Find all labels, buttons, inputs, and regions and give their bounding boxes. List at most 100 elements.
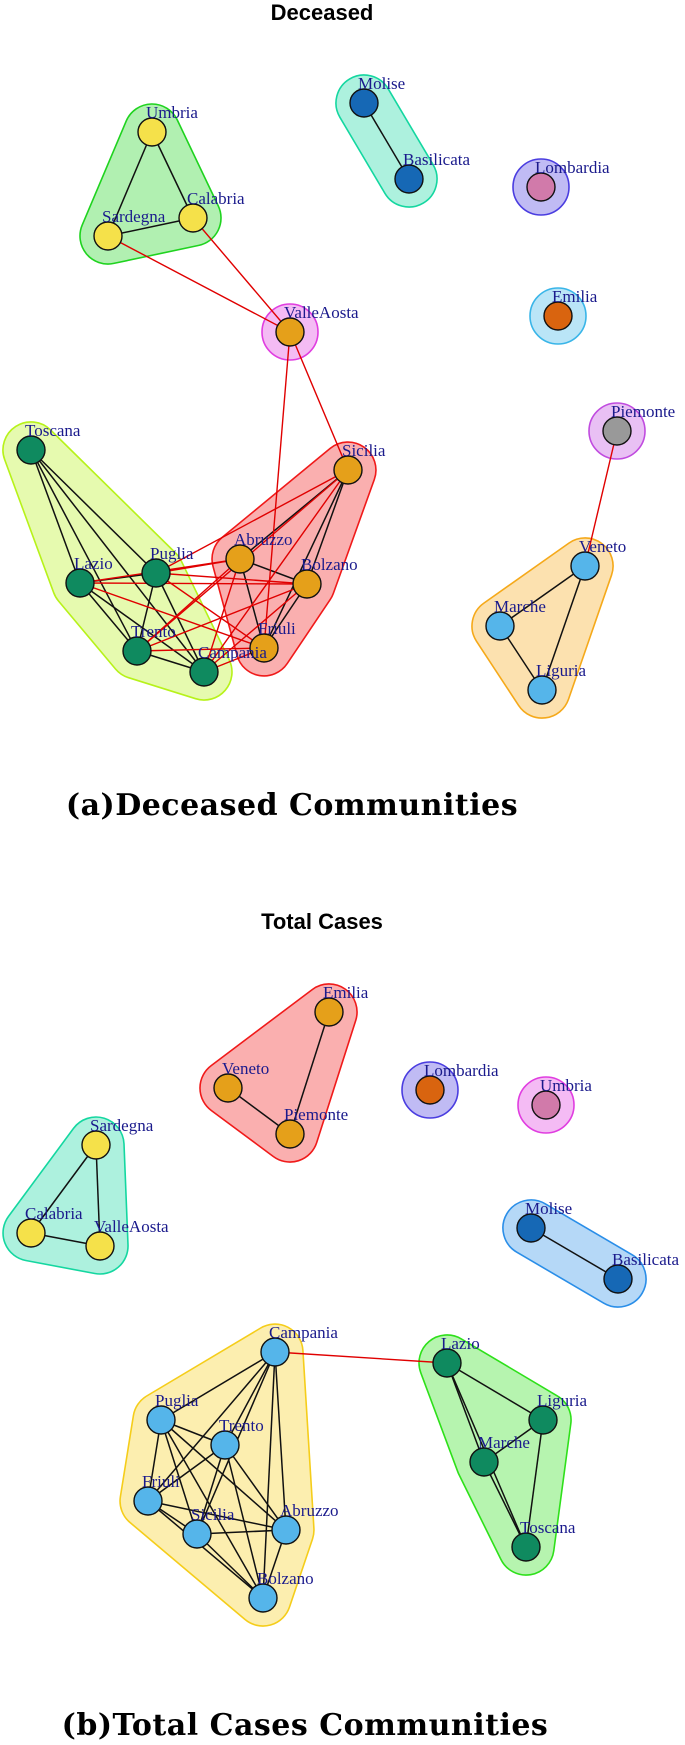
node-piemonte: Piemonte	[602, 402, 675, 446]
node-circle-piemonte	[602, 416, 632, 446]
node-label-valleaosta: ValleAosta	[94, 1217, 169, 1236]
node-label-sicilia: Sicilia	[191, 1505, 235, 1524]
node-lazio: Lazio	[65, 554, 113, 598]
node-trento: Trento	[210, 1416, 264, 1460]
node-molise: Molise	[516, 1199, 572, 1243]
node-molise: Molise	[349, 74, 405, 118]
panel-total-cases: Total Cases Emilia Veneto Lombardia Umbria P…	[2, 909, 679, 1743]
node-calabria: Calabria	[178, 189, 245, 233]
node-label-emilia: Emilia	[552, 287, 598, 306]
node-friuli: Friuli	[133, 1472, 180, 1516]
edge-trento-friuli	[147, 1444, 226, 1502]
node-basilicata: Basilicata	[394, 150, 470, 194]
node-circle-bolzano	[248, 1583, 278, 1613]
node-label-friuli: Friuli	[258, 619, 296, 638]
node-label-sardegna: Sardegna	[90, 1116, 154, 1135]
node-label-molise: Molise	[358, 74, 405, 93]
edge-campania-trento	[224, 1351, 276, 1446]
node-label-sicilia: Sicilia	[342, 441, 386, 460]
edge-campania-friuli	[147, 1351, 276, 1502]
edge-trento-sicilia	[196, 1444, 226, 1535]
node-label-abruzzo: Abruzzo	[280, 1501, 339, 1520]
edge-toscana-campania	[30, 449, 205, 673]
node-circle-valleaosta	[85, 1231, 115, 1261]
edge-sardegna-valleaosta	[95, 1144, 101, 1247]
node-puglia: Puglia	[146, 1391, 199, 1435]
node-label-calabria: Calabria	[187, 189, 245, 208]
community-hull-emilia-veneto-piemonte	[199, 983, 358, 1163]
node-valleaosta: ValleAosta	[275, 303, 359, 347]
node-label-marche: Marche	[494, 597, 546, 616]
node-marche: Marche	[469, 1433, 530, 1477]
nodes: Emilia Veneto Lombardia Umbria Piemonte Sarde…	[16, 983, 679, 1613]
node-label-lombardia: Lombardia	[424, 1061, 499, 1080]
node-veneto: Veneto	[213, 1059, 269, 1103]
node-sardegna: Sardegna	[81, 1116, 154, 1160]
node-label-lazio: Lazio	[74, 554, 113, 573]
node-sicilia: Sicilia	[182, 1505, 235, 1549]
edge-veneto-liguria	[541, 565, 586, 691]
node-circle-valleaosta	[275, 317, 305, 347]
panel-title-total-cases: Total Cases	[261, 909, 383, 934]
node-label-liguria: Liguria	[536, 661, 586, 680]
node-puglia: Puglia	[141, 544, 194, 588]
panel-deceased: Deceased Umbria Sardegna Calabria Molise Bas…	[2, 0, 675, 823]
node-circle-lazio	[65, 568, 95, 598]
node-circle-calabria	[16, 1218, 46, 1248]
nodes: Umbria Sardegna Calabria Molise Basilicata Lo…	[16, 74, 675, 705]
node-label-piemonte: Piemonte	[284, 1105, 348, 1124]
node-label-umbria: Umbria	[540, 1076, 592, 1095]
caption-deceased: (a)Deceased Communities	[66, 788, 518, 823]
node-circle-veneto	[213, 1073, 243, 1103]
community-hull-abruzzo-sicilia-bolzano-friuli	[211, 441, 377, 677]
node-circle-lazio	[432, 1348, 462, 1378]
node-circle-sardegna	[93, 221, 123, 251]
node-lazio: Lazio	[432, 1334, 480, 1378]
edge-umbria-sardegna	[107, 131, 153, 237]
edge-toscana-lazio	[30, 449, 81, 584]
node-circle-friuli	[133, 1486, 163, 1516]
node-label-veneto: Veneto	[222, 1059, 269, 1078]
edge-molise-basilicata	[530, 1227, 619, 1280]
node-circle-basilicata	[603, 1264, 633, 1294]
node-circle-molise	[349, 88, 379, 118]
node-basilicata: Basilicata	[603, 1250, 679, 1294]
node-circle-marche	[485, 611, 515, 641]
node-circle-lombardia	[415, 1075, 445, 1105]
node-circle-toscana	[16, 435, 46, 465]
node-circle-umbria	[137, 117, 167, 147]
node-circle-liguria	[528, 1405, 558, 1435]
node-circle-bolzano	[292, 569, 322, 599]
node-circle-piemonte	[275, 1119, 305, 1149]
node-label-lombardia: Lombardia	[535, 158, 610, 177]
edge-toscana-trento	[30, 449, 138, 652]
node-label-umbria: Umbria	[146, 103, 198, 122]
node-label-basilicata: Basilicata	[612, 1250, 679, 1269]
node-circle-sardegna	[81, 1130, 111, 1160]
node-label-puglia: Puglia	[150, 544, 194, 563]
node-label-liguria: Liguria	[537, 1391, 587, 1410]
node-circle-friuli	[249, 633, 279, 663]
edge-lazio-bolzano	[79, 582, 308, 585]
edge-molise-basilicata	[363, 102, 410, 180]
edge-emilia-piemonte	[289, 1011, 330, 1135]
node-circle-abruzzo	[271, 1515, 301, 1545]
node-friuli: Friuli	[249, 619, 296, 663]
node-valleaosta: ValleAosta	[85, 1217, 169, 1261]
edge-sicilia-friuli	[263, 469, 349, 649]
edge-lazio-friuli	[79, 582, 265, 649]
node-label-campania: Campania	[269, 1323, 338, 1342]
node-label-puglia: Puglia	[155, 1391, 199, 1410]
node-abruzzo: Abruzzo	[271, 1501, 339, 1545]
edge-campania-sicilia	[203, 469, 349, 673]
edge-sicilia-bolzano	[196, 1533, 264, 1599]
node-lombardia: Lombardia	[415, 1061, 499, 1105]
node-liguria: Liguria	[528, 1391, 587, 1435]
node-emilia: Emilia	[314, 983, 369, 1027]
edge-friuli-bolzano	[147, 1500, 264, 1599]
edge-sicilia-abruzzo	[196, 1529, 287, 1535]
node-bolzano: Bolzano	[292, 555, 358, 599]
node-circle-calabria	[178, 203, 208, 233]
node-campania: Campania	[189, 643, 267, 687]
edge-sicilia-bolzano	[306, 469, 349, 585]
